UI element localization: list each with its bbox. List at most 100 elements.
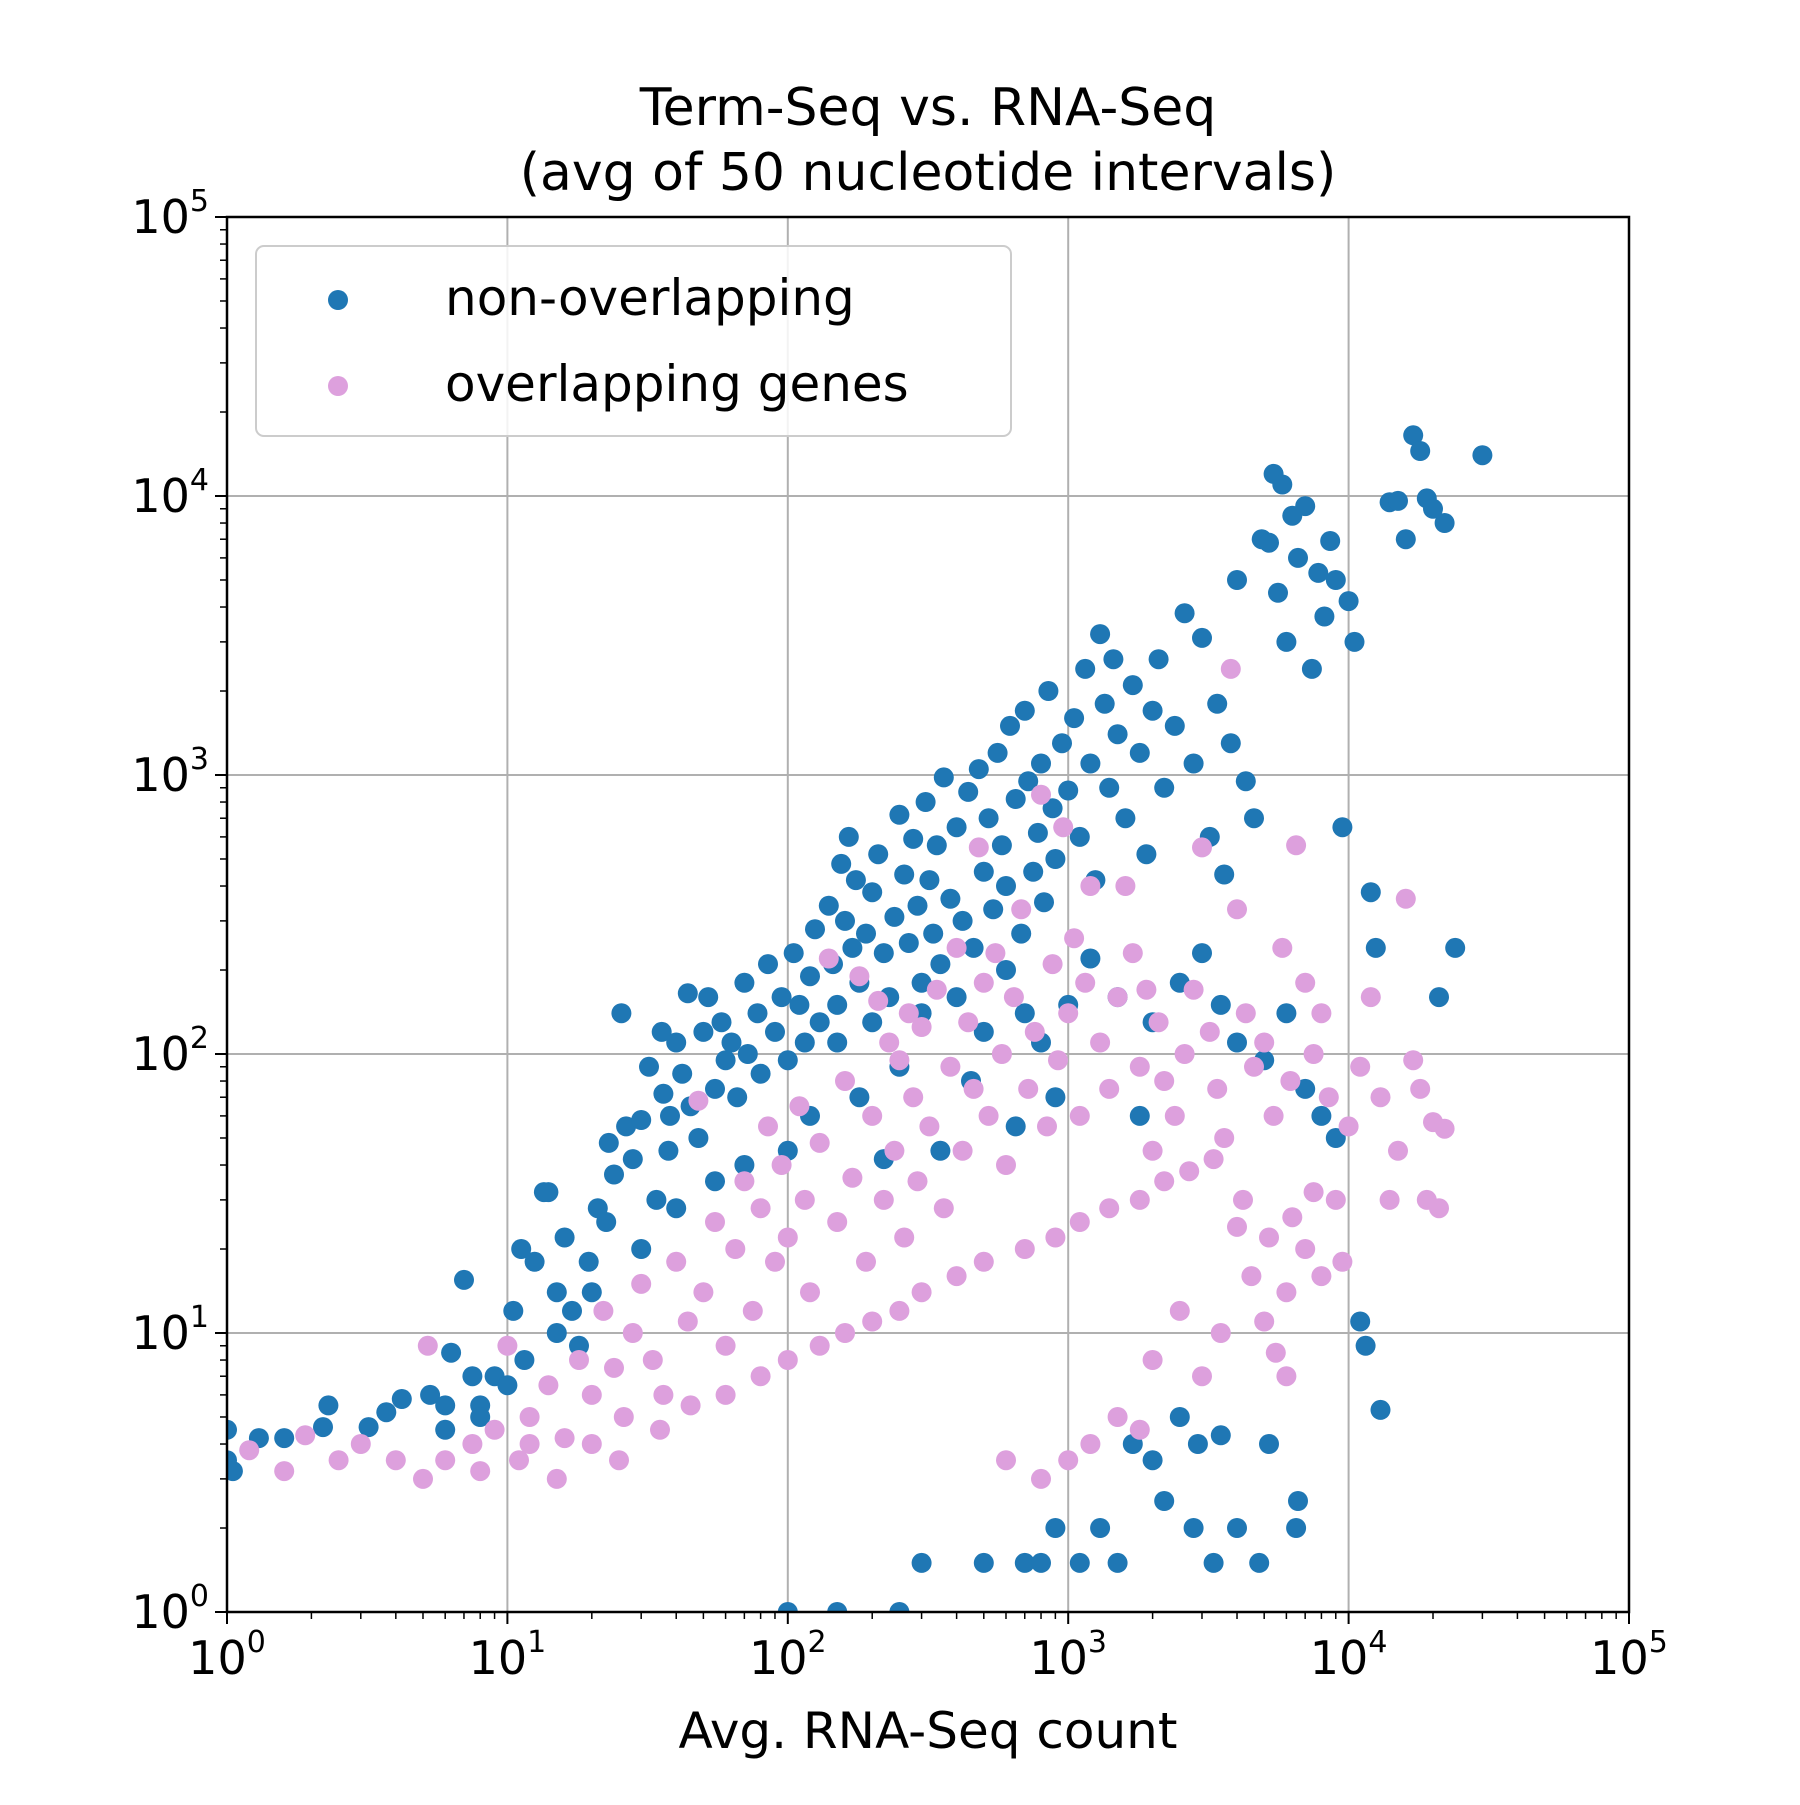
scatter-point xyxy=(358,1417,379,1438)
scatter-point xyxy=(873,943,894,964)
scatter-point xyxy=(952,1140,973,1161)
y-tick-label: 105 xyxy=(131,184,209,244)
scatter-point xyxy=(721,1032,742,1053)
scatter-point xyxy=(747,1003,768,1024)
scatter-point xyxy=(1154,777,1175,798)
scatter-point xyxy=(715,1050,736,1071)
scatter-point xyxy=(1276,1003,1297,1024)
scatter-point xyxy=(1355,1335,1376,1356)
scatter-point xyxy=(1014,700,1035,721)
scatter-point xyxy=(1282,1207,1303,1228)
scatter-point xyxy=(963,937,984,958)
scatter-point xyxy=(765,1251,785,1272)
scatter-point xyxy=(973,1552,994,1573)
scatter-point xyxy=(622,1323,643,1343)
scatter-point xyxy=(827,1032,848,1053)
scatter-point xyxy=(930,954,951,975)
scatter-point xyxy=(777,1602,798,1612)
scatter-point xyxy=(1360,882,1381,903)
scatter-point xyxy=(940,888,961,909)
scatter-point xyxy=(1395,529,1416,550)
scatter-point xyxy=(1129,1189,1150,1210)
scatter-point xyxy=(462,1434,483,1454)
scatter-point xyxy=(1388,1140,1408,1161)
scatter-point xyxy=(1227,1032,1247,1053)
scatter-point xyxy=(968,837,989,858)
scatter-point xyxy=(1038,681,1059,701)
scatter-point xyxy=(705,1078,725,1099)
scatter-point xyxy=(1069,826,1090,847)
scatter-point xyxy=(1169,1407,1190,1427)
scatter-point xyxy=(593,1300,614,1321)
scatter-point xyxy=(894,1227,915,1248)
scatter-point xyxy=(1192,943,1212,964)
scatter-point xyxy=(889,1050,910,1071)
scatter-point xyxy=(1136,979,1157,1000)
scatter-point xyxy=(435,1395,456,1416)
scatter-point xyxy=(569,1335,589,1356)
scatter-point xyxy=(862,1311,883,1332)
scatter-point xyxy=(519,1434,540,1454)
y-tick-label: 100 xyxy=(131,1579,209,1639)
scatter-point xyxy=(1472,445,1493,466)
scatter-point xyxy=(903,828,924,849)
scatter-point xyxy=(771,1155,792,1175)
scatter-point xyxy=(413,1468,433,1489)
scatter-point xyxy=(1365,937,1386,958)
scatter-point xyxy=(385,1450,406,1471)
scatter-point xyxy=(889,1602,910,1612)
scatter-point xyxy=(441,1342,462,1363)
scatter-point xyxy=(911,1282,932,1303)
scatter-point xyxy=(711,1012,732,1033)
scatter-point xyxy=(862,1012,883,1033)
scatter-point xyxy=(996,1155,1016,1175)
scatter-point xyxy=(889,1300,910,1321)
y-tick-label: 102 xyxy=(131,1021,209,1081)
scatter-point xyxy=(765,1021,785,1042)
scatter-point xyxy=(1090,1032,1111,1053)
scatter-point xyxy=(1142,1140,1163,1161)
scatter-point xyxy=(1058,1450,1079,1471)
scatter-point xyxy=(1325,1128,1346,1148)
legend-marker-non-overlapping xyxy=(328,290,348,310)
scatter-point xyxy=(274,1428,295,1449)
scatter-point xyxy=(1174,1044,1195,1064)
scatter-point xyxy=(1129,1056,1150,1077)
scatter-point xyxy=(1129,1105,1150,1126)
series-1 xyxy=(239,658,1455,1489)
scatter-point xyxy=(1210,1323,1231,1343)
scatter-point xyxy=(884,1140,905,1161)
scatter-point xyxy=(862,882,883,903)
scatter-point xyxy=(609,1450,629,1471)
scatter-point xyxy=(958,781,979,802)
scatter-point xyxy=(1318,1087,1339,1108)
scatter-point xyxy=(1235,771,1256,792)
scatter-point xyxy=(1295,1239,1316,1259)
axis-ticks xyxy=(215,216,1630,1624)
scatter-point xyxy=(1395,888,1416,909)
scatter-point xyxy=(1325,1189,1346,1210)
scatter-point xyxy=(809,1012,830,1033)
scatter-point xyxy=(1005,1116,1026,1137)
scatter-point xyxy=(1263,1105,1284,1126)
scatter-point xyxy=(1154,1171,1175,1192)
scatter-point xyxy=(1000,715,1020,736)
scatter-point xyxy=(1187,1434,1208,1454)
scatter-point xyxy=(680,1395,701,1416)
scatter-point xyxy=(911,1017,932,1037)
scatter-point xyxy=(996,1450,1016,1471)
scatter-point xyxy=(581,1282,602,1303)
scatter-point xyxy=(274,1461,295,1482)
scatter-point xyxy=(1031,1468,1051,1489)
scatter-point xyxy=(631,1239,652,1259)
scatter-point xyxy=(1107,724,1128,745)
scatter-point xyxy=(1268,582,1288,603)
scatter-point xyxy=(578,1251,599,1272)
scatter-point xyxy=(693,1021,714,1042)
scatter-point xyxy=(1295,1078,1316,1099)
scatter-point xyxy=(889,804,910,825)
scatter-point xyxy=(1350,1056,1371,1077)
scatter-point xyxy=(1005,789,1026,809)
